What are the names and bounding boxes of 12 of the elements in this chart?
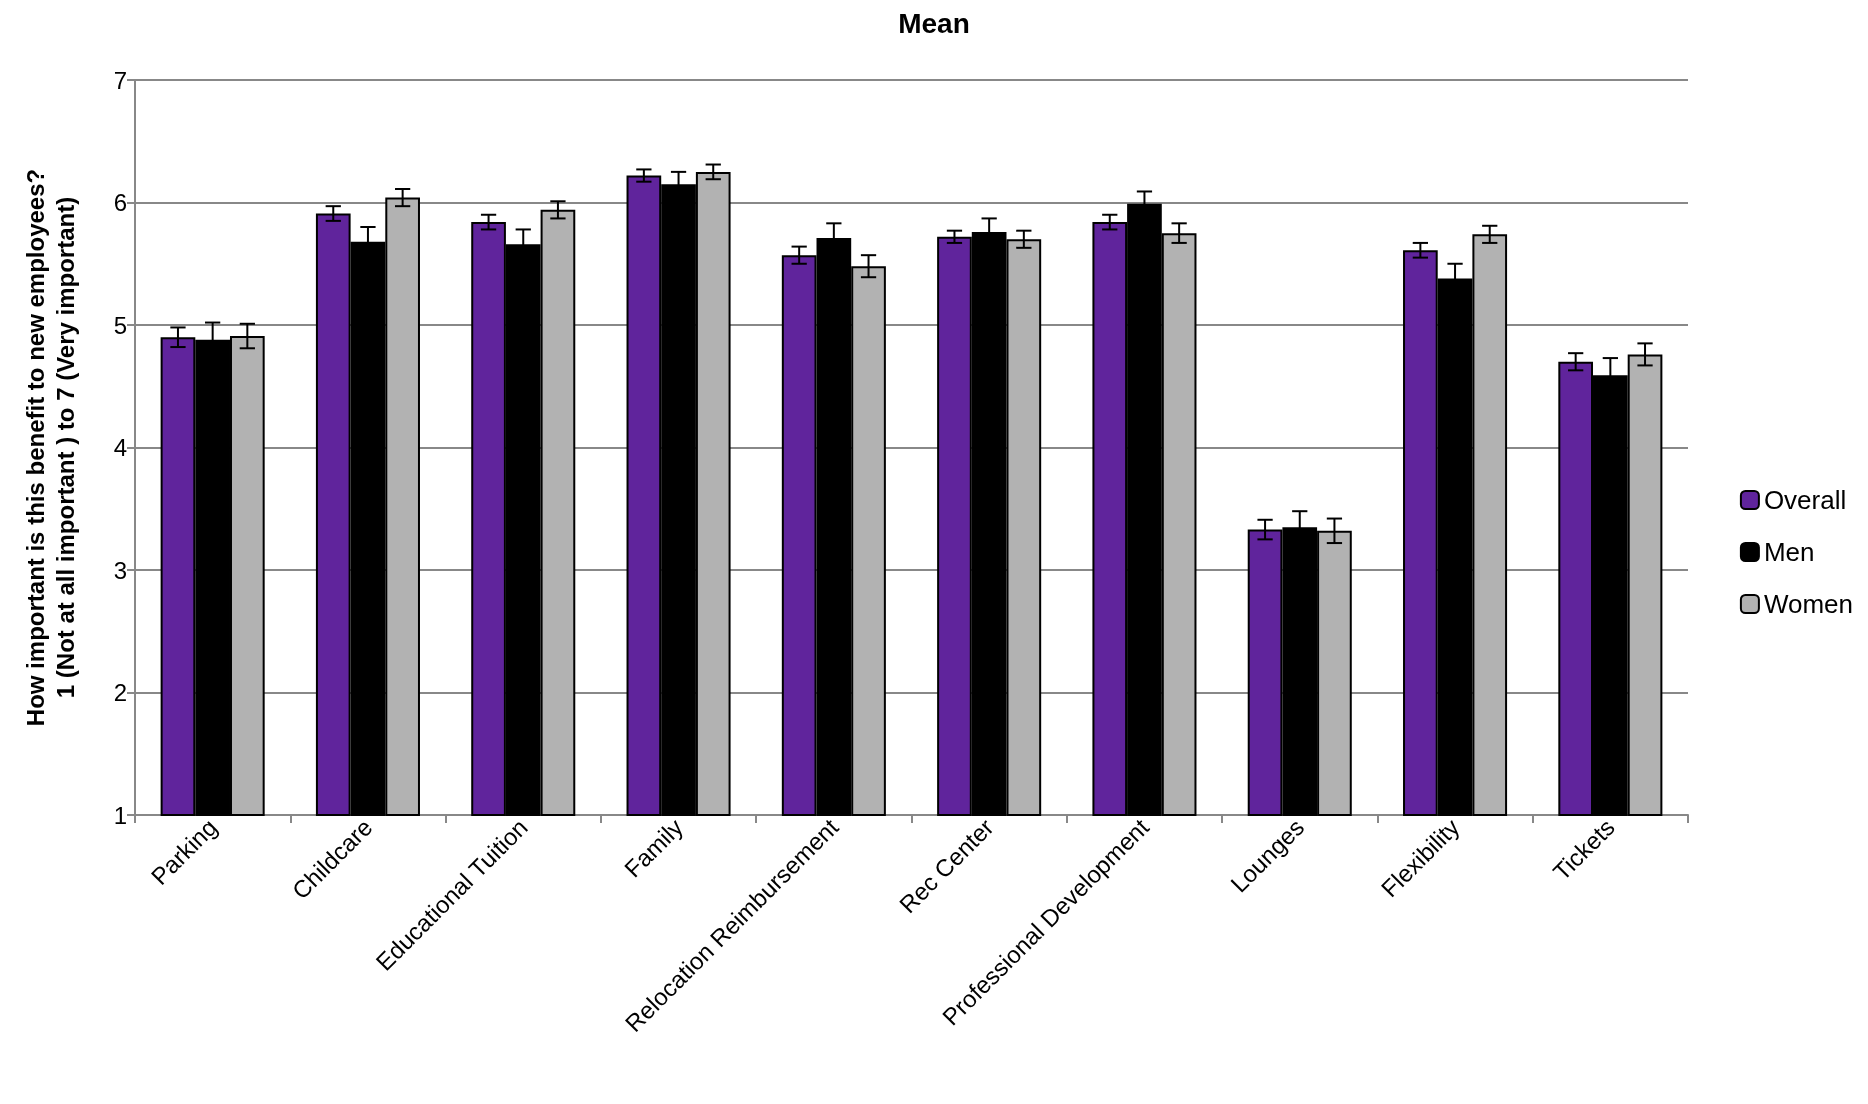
y-tick-label: 5: [113, 311, 127, 339]
chart-title: Mean: [898, 7, 970, 39]
y-tick-label: 2: [113, 679, 127, 706]
y-tick-label: 1: [113, 801, 127, 829]
y-tick-label: 7: [113, 66, 127, 94]
y-tick-label: 6: [113, 189, 127, 216]
legend-label: Women: [1763, 589, 1853, 619]
legend-label: Men: [1763, 537, 1815, 567]
legend-label: Overall: [1763, 485, 1847, 515]
y-tick-label: 4: [113, 434, 127, 461]
y-axis-title: How important is this benefit to new employees? 1 (Not at all important ) to 7 (Very important): [21, 168, 79, 727]
y-tick-label: 3: [113, 556, 127, 584]
